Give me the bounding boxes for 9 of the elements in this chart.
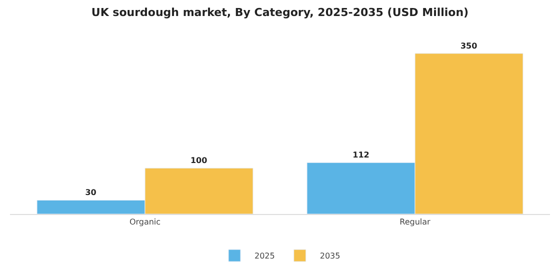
data-label: 100 — [190, 156, 208, 166]
legend-label: 2025 — [254, 252, 275, 261]
legend-label: 2035 — [320, 252, 340, 261]
x-tick-label: Regular — [400, 218, 432, 227]
data-label: 112 — [352, 150, 370, 160]
data-label: 30 — [85, 188, 97, 198]
x-tick-label: Organic — [129, 218, 161, 227]
data-label: 350 — [460, 41, 478, 50]
chart-title: UK sourdough market, By Category, 2025-2035 (USD Million) — [91, 6, 469, 20]
